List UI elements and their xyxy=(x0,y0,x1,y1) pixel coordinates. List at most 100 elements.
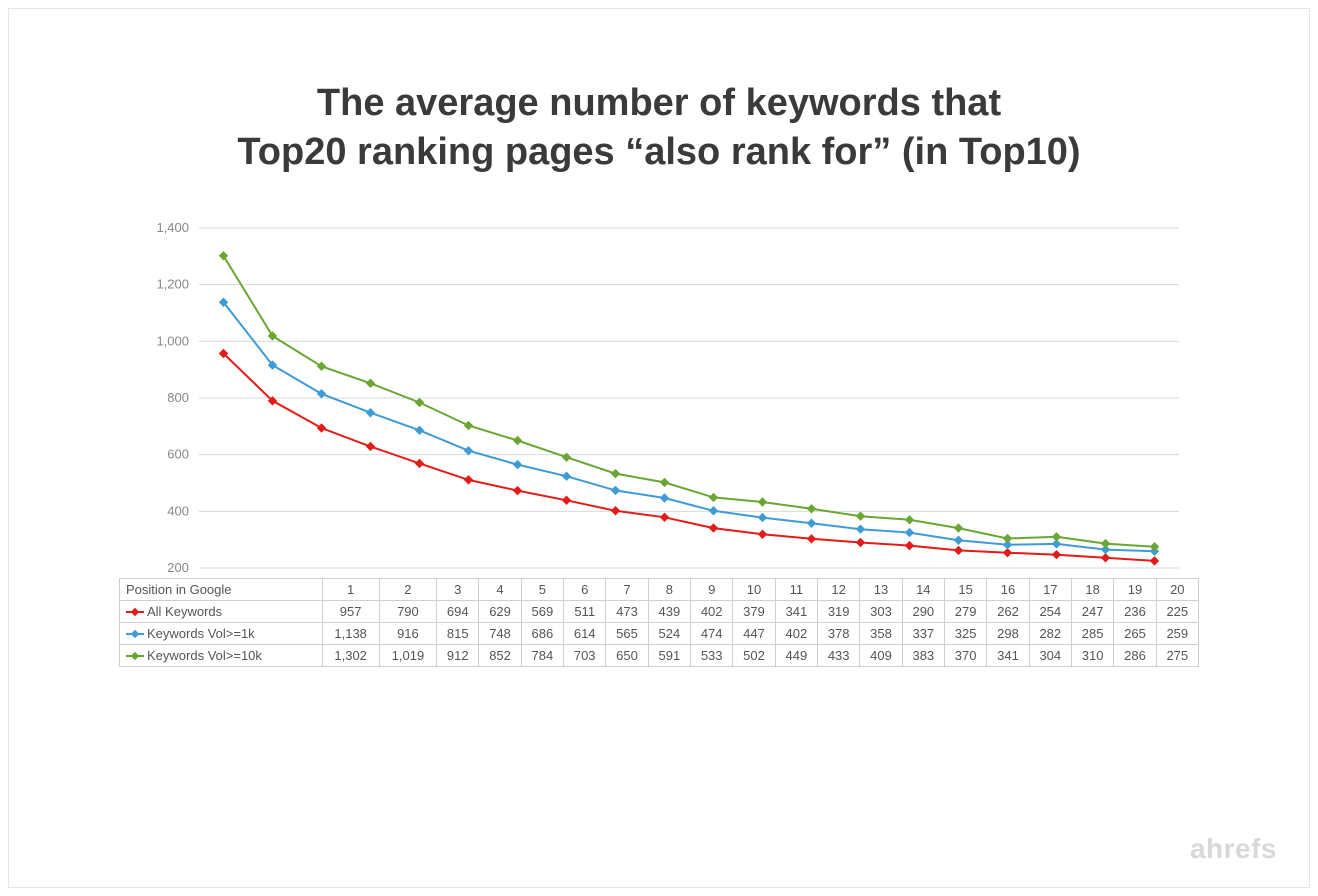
table-row-label: Keywords Vol>=1k xyxy=(120,622,323,644)
table-cell: 337 xyxy=(902,622,944,644)
table-row-label: Keywords Vol>=10k xyxy=(120,644,323,666)
series-marker xyxy=(857,512,865,520)
table-cell: 10 xyxy=(733,578,775,600)
table-cell: 12 xyxy=(818,578,860,600)
series-marker xyxy=(759,513,767,521)
table-cell: 15 xyxy=(944,578,986,600)
series-line xyxy=(224,256,1155,547)
table-cell: 16 xyxy=(987,578,1029,600)
table-cell: 20 xyxy=(1156,578,1198,600)
series-marker xyxy=(465,446,473,454)
series-marker xyxy=(514,486,522,494)
table-cell: 4 xyxy=(479,578,521,600)
table-cell: 236 xyxy=(1114,600,1156,622)
series-line xyxy=(224,353,1155,560)
series-marker xyxy=(367,442,375,450)
table-cell: 279 xyxy=(944,600,986,622)
table-cell: 19 xyxy=(1114,578,1156,600)
table-cell: 8 xyxy=(648,578,690,600)
series-marker xyxy=(1102,539,1110,547)
series-marker xyxy=(416,426,424,434)
table-cell: 9 xyxy=(691,578,733,600)
series-marker xyxy=(367,379,375,387)
table-cell: 694 xyxy=(437,600,479,622)
table-cell: 265 xyxy=(1114,622,1156,644)
table-cell: 282 xyxy=(1029,622,1071,644)
chart-title-line2: Top20 ranking pages “also rank for” (in … xyxy=(237,131,1080,173)
series-marker xyxy=(1004,548,1012,556)
series-marker xyxy=(857,525,865,533)
table-cell: 815 xyxy=(437,622,479,644)
table-cell: 6 xyxy=(564,578,606,600)
chart-title: The average number of keywords that Top2… xyxy=(37,79,1281,178)
table-cell: 341 xyxy=(775,600,817,622)
table-cell: 957 xyxy=(322,600,379,622)
y-axis-tick-label: 1,400 xyxy=(156,220,189,235)
table-cell: 370 xyxy=(944,644,986,666)
series-marker xyxy=(563,472,571,480)
table-cell: 18 xyxy=(1071,578,1113,600)
series-marker xyxy=(808,535,816,543)
table-cell: 285 xyxy=(1071,622,1113,644)
table-row-label: All Keywords xyxy=(120,600,323,622)
series-marker xyxy=(1004,534,1012,542)
table-row: Keywords Vol>=10k1,3021,0199128527847036… xyxy=(120,644,1199,666)
table-cell: 286 xyxy=(1114,644,1156,666)
series-marker xyxy=(661,478,669,486)
table-cell: 247 xyxy=(1071,600,1113,622)
table-cell: 7 xyxy=(606,578,648,600)
series-marker xyxy=(514,460,522,468)
table-cell: 341 xyxy=(987,644,1029,666)
table-cell: 1,019 xyxy=(379,644,436,666)
series-marker xyxy=(906,541,914,549)
series-marker xyxy=(465,421,473,429)
table-cell: 1,138 xyxy=(322,622,379,644)
series-marker xyxy=(759,498,767,506)
series-marker xyxy=(1053,533,1061,541)
table-cell: 3 xyxy=(437,578,479,600)
y-axis-tick-label: 400 xyxy=(167,503,189,518)
series-marker xyxy=(1151,557,1159,565)
table-cell: 439 xyxy=(648,600,690,622)
series-marker xyxy=(759,530,767,538)
chart-panel: The average number of keywords that Top2… xyxy=(8,8,1310,888)
table-cell: 447 xyxy=(733,622,775,644)
table-cell: 1,302 xyxy=(322,644,379,666)
table-cell: 591 xyxy=(648,644,690,666)
table-cell: 629 xyxy=(479,600,521,622)
table-cell: 502 xyxy=(733,644,775,666)
table-cell: 310 xyxy=(1071,644,1113,666)
table-cell: 379 xyxy=(733,600,775,622)
table-cell: 304 xyxy=(1029,644,1071,666)
table-cell: 259 xyxy=(1156,622,1198,644)
chart-title-line1: The average number of keywords that xyxy=(317,82,1001,124)
series-marker xyxy=(465,476,473,484)
table-cell: 319 xyxy=(818,600,860,622)
series-marker xyxy=(514,436,522,444)
series-marker xyxy=(612,469,620,477)
table-cell: 5 xyxy=(521,578,563,600)
series-marker xyxy=(857,538,865,546)
series-marker xyxy=(612,486,620,494)
series-marker xyxy=(906,516,914,524)
chart-area: 2004006008001,0001,2001,400 Position in … xyxy=(119,218,1199,667)
series-line xyxy=(224,302,1155,551)
y-axis-tick-label: 1,000 xyxy=(156,333,189,348)
y-axis-tick-label: 200 xyxy=(167,560,189,575)
brand-watermark: ahrefs xyxy=(1190,833,1277,865)
table-cell: 409 xyxy=(860,644,902,666)
table-cell: 650 xyxy=(606,644,648,666)
table-cell: 852 xyxy=(479,644,521,666)
table-cell: 748 xyxy=(479,622,521,644)
series-marker xyxy=(416,459,424,467)
table-cell: 262 xyxy=(987,600,1029,622)
table-cell: 533 xyxy=(691,644,733,666)
series-marker xyxy=(661,513,669,521)
table-cell: 433 xyxy=(818,644,860,666)
table-cell: 298 xyxy=(987,622,1029,644)
series-marker xyxy=(710,493,718,501)
series-marker xyxy=(710,507,718,515)
table-cell: 474 xyxy=(691,622,733,644)
series-marker xyxy=(416,398,424,406)
series-marker xyxy=(955,536,963,544)
